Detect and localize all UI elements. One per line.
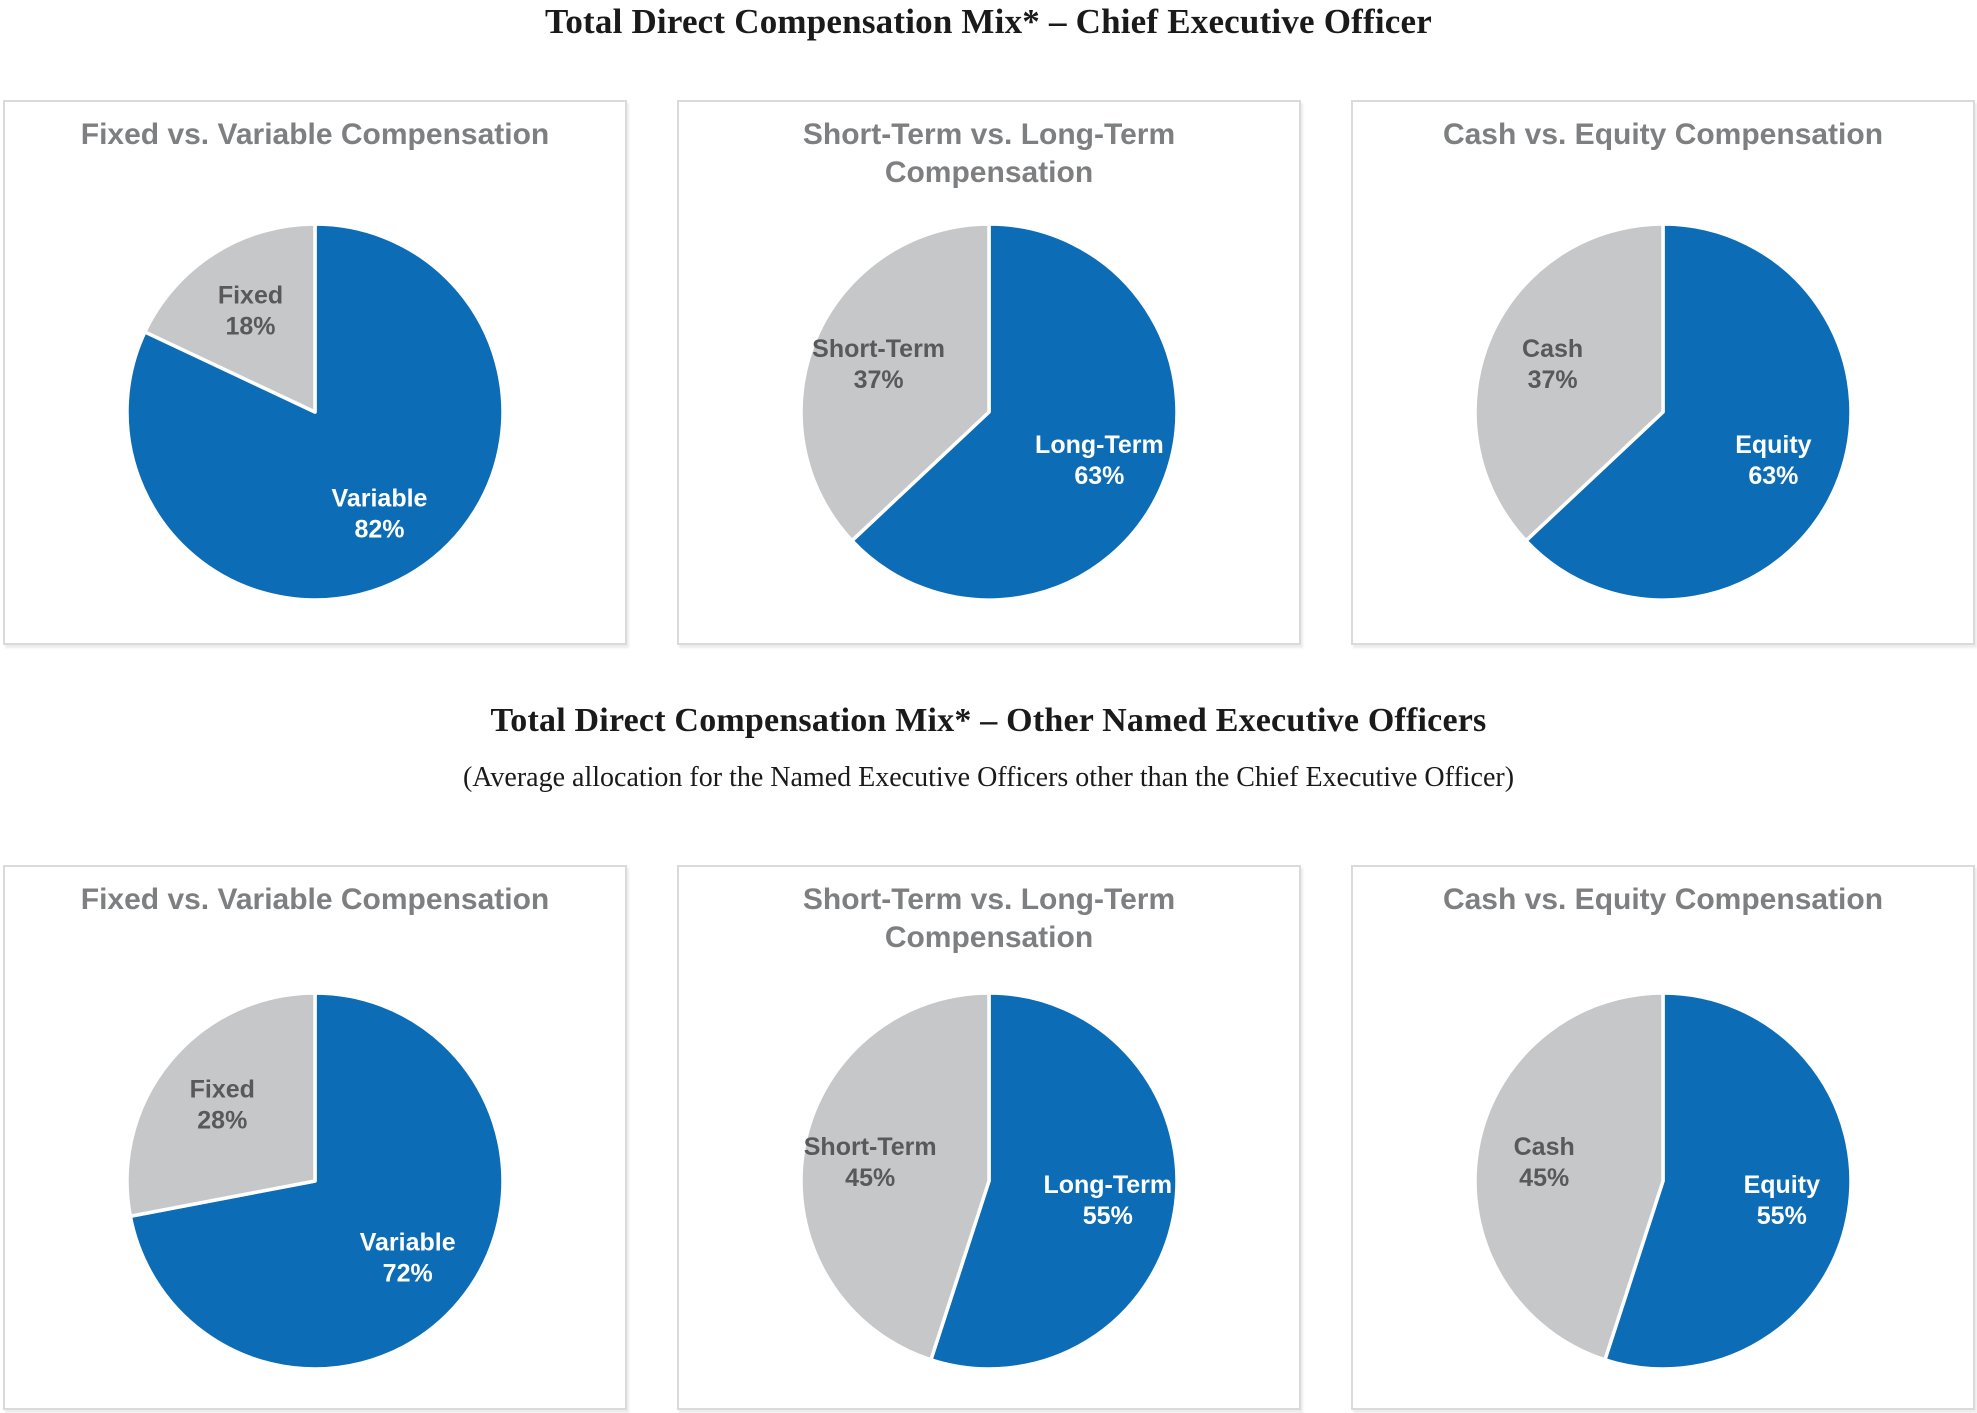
chart-panel-neo-short-vs-long-term: Short-Term vs. Long-Term Compensation Long… — [677, 865, 1301, 1410]
slice-label-name: Fixed — [218, 281, 283, 309]
pie-slice-label: Long-Term 63% — [1035, 431, 1164, 490]
chart-panel-ceo-fixed-vs-variable: Fixed vs. Variable Compensation Variable 8… — [3, 100, 627, 645]
pie-slice-cash — [1473, 222, 1665, 543]
slice-label-name: Short-Term — [804, 1133, 937, 1161]
pie-slice-label: Variable 82% — [332, 485, 428, 544]
slice-label-percent: 82% — [354, 516, 404, 544]
pie-slice-label: Cash 37% — [1522, 335, 1583, 394]
slice-label-percent: 63% — [1748, 462, 1798, 490]
pie-slice-label: Short-Term 37% — [812, 335, 945, 394]
section-2-title: Total Direct Compensation Mix* – Other N… — [490, 702, 1487, 739]
pie-slice-cash — [1473, 991, 1665, 1362]
slice-label-percent: 55% — [1757, 1202, 1807, 1230]
chart-title: Cash vs. Equity Compensation — [1361, 881, 1965, 919]
pie-chart-neo-fixed-vs-variable: Variable 72% Fixed 28% — [125, 991, 505, 1371]
chart-panel-neo-fixed-vs-variable: Fixed vs. Variable Compensation Variable 7… — [3, 865, 627, 1410]
chart-panel-ceo-short-vs-long-term: Short-Term vs. Long-Term Compensation Long… — [677, 100, 1301, 645]
slice-label-percent: 63% — [1074, 462, 1124, 490]
slice-label-percent: 28% — [197, 1106, 247, 1134]
chart-title-line: Compensation — [884, 156, 1094, 189]
pie-slice-equity — [1603, 991, 1853, 1371]
pie-slice-label: Fixed 18% — [218, 281, 283, 340]
pie-slice-equity — [1524, 222, 1853, 602]
pie-chart-ceo-short-vs-long-term: Long-Term 63% Short-Term 37% — [799, 222, 1179, 602]
pie-chart-neo-cash-vs-equity: Equity 55% Cash 45% — [1473, 991, 1853, 1371]
pie-slice-short-term — [799, 991, 991, 1362]
slice-label-percent: 37% — [1528, 366, 1578, 394]
chart-title-line: Fixed vs. Variable Compensation — [80, 118, 550, 151]
pie-slice-long-term — [850, 222, 1179, 602]
chart-title: Fixed vs. Variable Compensation — [13, 116, 617, 154]
chart-title: Short-Term vs. Long-Term Compensation — [687, 881, 1291, 957]
chart-title-line: Cash vs. Equity Compensation — [1442, 118, 1884, 151]
pie-slice-label: Equity 55% — [1744, 1171, 1820, 1230]
chart-title: Cash vs. Equity Compensation — [1361, 116, 1965, 154]
section-1-title: Total Direct Compensation Mix* – Chief E… — [544, 2, 1433, 41]
pie-slice-label: Fixed 28% — [190, 1075, 255, 1134]
slice-label-name: Short-Term — [812, 335, 945, 363]
chart-title-line: Short-Term vs. Long-Term — [802, 118, 1176, 151]
slice-label-percent: 37% — [854, 366, 904, 394]
slice-label-name: Cash — [1514, 1133, 1575, 1161]
pie-slice-label: Equity 63% — [1735, 431, 1811, 490]
slice-label-percent: 45% — [1519, 1164, 1569, 1192]
pie-slice-label: Variable 72% — [360, 1229, 456, 1288]
slice-label-name: Fixed — [190, 1075, 255, 1103]
pie-chart-ceo-fixed-vs-variable: Variable 82% Fixed 18% — [125, 222, 505, 602]
slice-label-name: Long-Term — [1035, 431, 1164, 459]
pie-chart-ceo-cash-vs-equity: Equity 63% Cash 37% — [1473, 222, 1853, 602]
slice-label-name: Long-Term — [1043, 1171, 1172, 1199]
slice-label-percent: 18% — [225, 312, 275, 340]
slice-label-name: Cash — [1522, 335, 1583, 363]
slice-label-percent: 45% — [845, 1164, 895, 1192]
pie-slice-long-term — [929, 991, 1179, 1371]
slice-label-percent: 72% — [383, 1260, 433, 1288]
chart-title: Fixed vs. Variable Compensation — [13, 881, 617, 919]
pie-slice-label: Long-Term 55% — [1043, 1171, 1172, 1230]
slice-label-percent: 55% — [1083, 1202, 1133, 1230]
chart-title-line: Short-Term vs. Long-Term — [802, 883, 1176, 916]
slice-label-name: Variable — [332, 485, 428, 513]
pie-slice-short-term — [799, 222, 991, 543]
chart-title-line: Compensation — [884, 921, 1094, 954]
pie-slice-label: Cash 45% — [1514, 1133, 1575, 1192]
chart-title: Short-Term vs. Long-Term Compensation — [687, 116, 1291, 192]
chart-panel-ceo-cash-vs-equity: Cash vs. Equity Compensation Equity 63% Cas… — [1351, 100, 1975, 645]
pie-slice-fixed — [143, 222, 317, 414]
section-2-subtitle: (Average allocation for the Named Execut… — [462, 762, 1515, 793]
slice-label-name: Equity — [1744, 1171, 1820, 1199]
pie-slice-label: Short-Term 45% — [804, 1133, 937, 1192]
pie-slice-fixed — [125, 991, 317, 1218]
chart-title-line: Fixed vs. Variable Compensation — [80, 883, 550, 916]
chart-title-line: Cash vs. Equity Compensation — [1442, 883, 1884, 916]
pie-chart-neo-short-vs-long-term: Long-Term 55% Short-Term 45% — [799, 991, 1179, 1371]
slice-label-name: Equity — [1735, 431, 1811, 459]
slice-label-name: Variable — [360, 1229, 456, 1257]
chart-panel-neo-cash-vs-equity: Cash vs. Equity Compensation Equity 55% Cas… — [1351, 865, 1975, 1410]
